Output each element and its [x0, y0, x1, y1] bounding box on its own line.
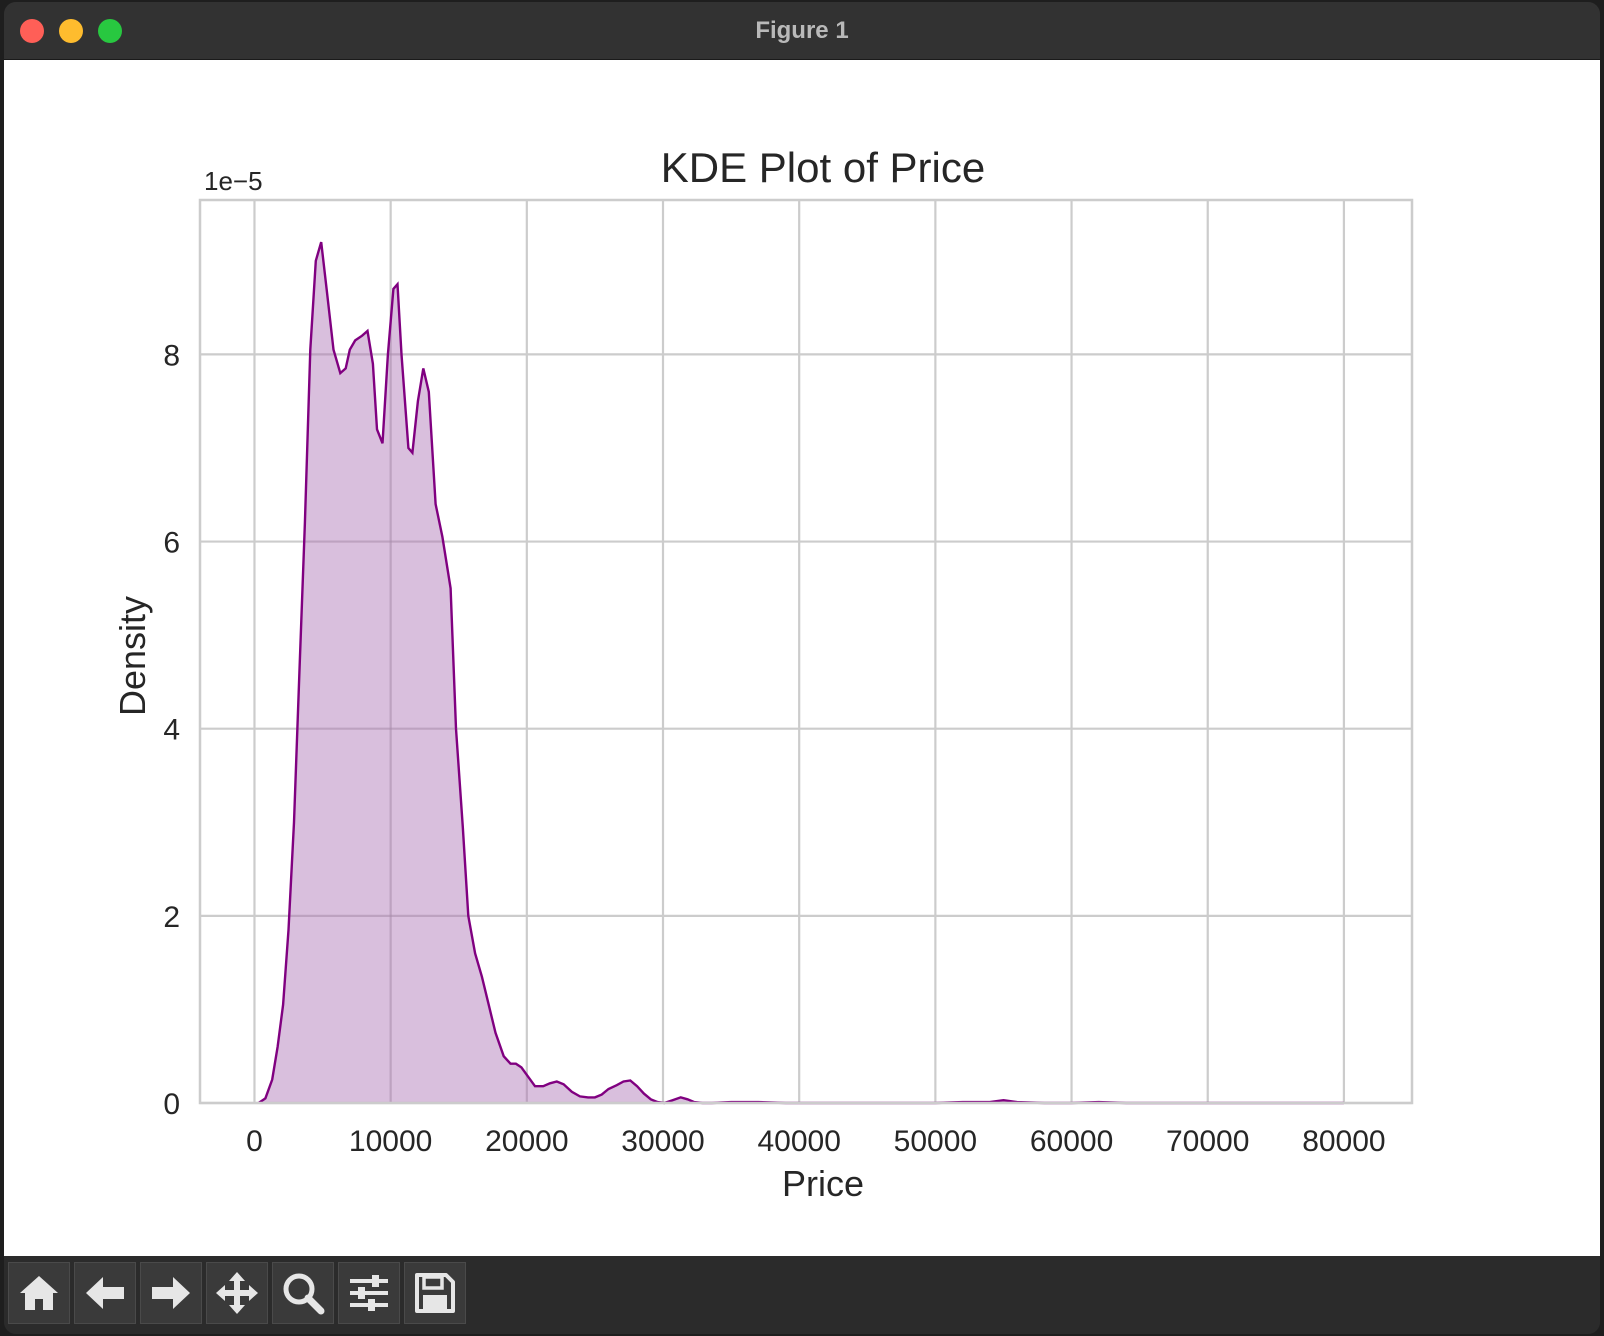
kde-fill-area: [258, 242, 1344, 1104]
move-icon: [216, 1272, 258, 1314]
x-tick-label: 40000: [757, 1125, 840, 1158]
back-button[interactable]: [74, 1262, 136, 1324]
x-tick-label: 20000: [485, 1125, 568, 1158]
x-tick-labels: 0 10000 20000 30000 40000 50000 60000 70000 8000…: [246, 1125, 1386, 1158]
x-tick-label: 0: [246, 1125, 263, 1158]
navigation-toolbar: [4, 1256, 1600, 1334]
forward-button[interactable]: [140, 1262, 202, 1324]
x-tick-label: 30000: [621, 1125, 704, 1158]
pan-button[interactable]: [206, 1262, 268, 1324]
y-axis-label: Density: [112, 596, 153, 716]
zoom-window-button[interactable]: [98, 19, 122, 43]
x-tick-label: 70000: [1166, 1125, 1249, 1158]
y-tick-label: 6: [163, 527, 180, 560]
magnifier-icon: [283, 1273, 325, 1315]
x-tick-label: 80000: [1302, 1125, 1385, 1158]
x-tick-label: 50000: [894, 1125, 977, 1158]
floppy-disk-icon: [415, 1273, 455, 1313]
figure-canvas[interactable]: 0 10000 20000 30000 40000 50000 60000 70000 8000…: [4, 60, 1600, 1256]
y-tick-label: 8: [163, 339, 180, 372]
x-tick-label: 60000: [1030, 1125, 1113, 1158]
home-button[interactable]: [8, 1262, 70, 1324]
plot-frame: [198, 198, 1414, 1105]
y-tick-label: 2: [163, 901, 180, 934]
configure-subplots-button[interactable]: [338, 1262, 400, 1324]
x-tick-label: 10000: [349, 1125, 432, 1158]
chart-title: KDE Plot of Price: [661, 144, 985, 191]
sliders-icon: [350, 1275, 388, 1311]
y-tick-label: 4: [163, 714, 180, 747]
minimize-window-button[interactable]: [59, 19, 83, 43]
figure-window: Figure 1 0 10000 20000 30000 40000 50000 60000…: [4, 2, 1600, 1334]
zoom-button[interactable]: [272, 1262, 334, 1324]
arrow-right-icon: [152, 1277, 190, 1309]
save-button[interactable]: [404, 1262, 466, 1324]
y-tick-label: 0: [163, 1088, 180, 1121]
arrow-left-icon: [86, 1277, 124, 1309]
close-window-button[interactable]: [20, 19, 44, 43]
title-bar: Figure 1: [4, 2, 1600, 60]
home-icon: [20, 1276, 58, 1310]
window-title: Figure 1: [755, 17, 849, 44]
y-tick-labels: 0 2 4 6 8: [163, 339, 180, 1121]
kde-chart: 0 10000 20000 30000 40000 50000 60000 70000 8000…: [112, 144, 1414, 1204]
y-scale-offset-label: 1e−5: [204, 166, 263, 196]
x-axis-label: Price: [782, 1163, 864, 1204]
